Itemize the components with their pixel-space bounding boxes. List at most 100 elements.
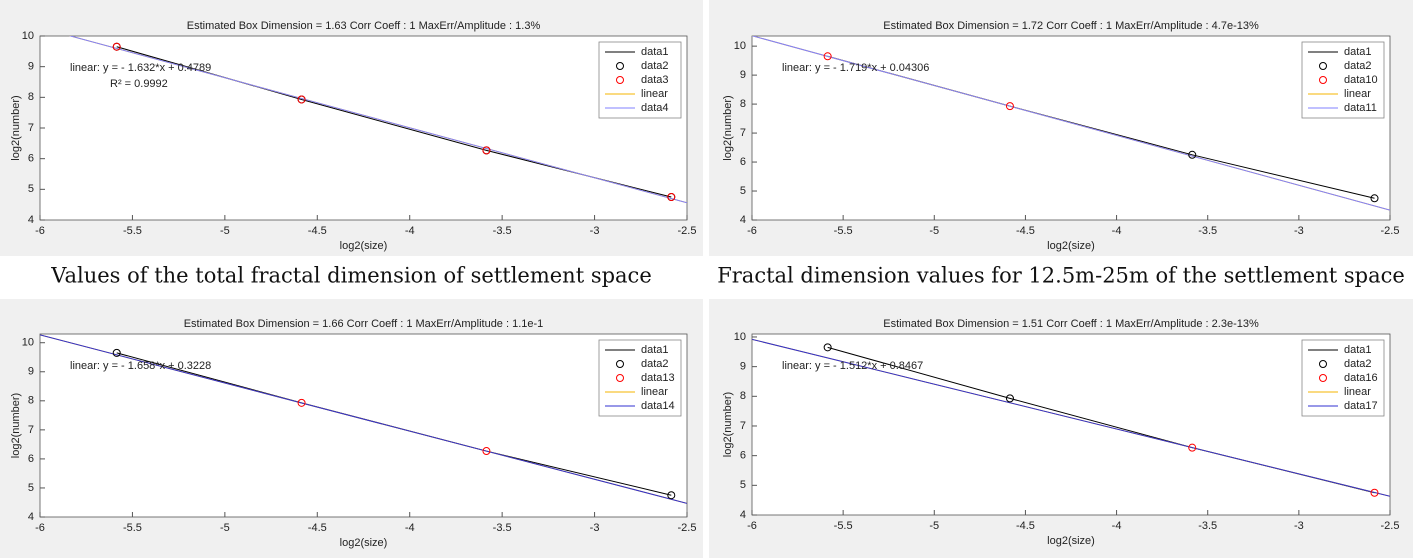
y-tick-label: 6 [28,153,34,165]
legend-label: data11 [1344,102,1377,114]
data-point [1188,150,1197,159]
plot-area [39,333,688,518]
legend-label: data1 [641,46,669,58]
series-line [752,338,1390,497]
legend-label: data1 [641,344,669,356]
x-tick-label: -3.5 [1198,520,1217,532]
x-tick-label: -2.5 [678,522,697,534]
legend-label: data10 [1344,74,1378,86]
x-tick-label: -5.5 [834,225,853,237]
annotation: linear: y = - 1.512*x + 0.8467 [782,360,923,372]
legend-label: data2 [1344,60,1372,72]
x-tick-label: -2.5 [678,225,697,237]
y-axis-label: log2(number) [722,95,734,160]
y-tick-label: 9 [740,361,746,373]
legend-swatch [616,62,624,70]
legend-label: data3 [641,74,669,86]
y-tick-label: 10 [734,40,746,52]
data-point [482,447,491,456]
legend-swatch [1319,76,1327,84]
x-tick-label: -3 [1294,520,1304,532]
y-tick-label: 5 [28,183,34,195]
data-point [667,193,676,201]
legend-label: linear [1344,386,1371,398]
legend-label: data2 [641,358,669,370]
annotation: linear: y = - 1.632*x + 0.4789 [70,62,211,74]
y-tick-label: 6 [740,156,746,168]
caption: Values of the total fractal dimension of… [50,264,652,288]
data-point [1005,102,1014,111]
x-tick-label: -5.5 [123,522,142,534]
legend-label: data2 [641,60,669,72]
chart-title: Estimated Box Dimension = 1.66 Corr Coef… [184,318,544,330]
annotation: linear: y = - 1.719*x + 0.04306 [782,62,929,74]
plot-marks [752,36,1390,211]
data-point [482,146,491,155]
x-tick-label: -6 [747,225,757,237]
legend-label: data14 [641,400,675,412]
y-tick-label: 4 [740,509,746,521]
y-tick-label: 10 [734,331,746,343]
y-axis-label: log2(number) [10,95,22,160]
legend-swatch [1319,62,1327,70]
data-point [1370,488,1379,497]
legend-label: linear [641,386,668,398]
x-tick-label: -6 [747,520,757,532]
x-axis-label: log2(size) [340,537,388,549]
y-tick-label: 9 [740,69,746,81]
x-tick-label: -4.5 [1016,520,1035,532]
x-tick-label: -3.5 [493,522,512,534]
x-tick-label: -3 [1294,225,1304,237]
plot-marks [68,36,687,204]
y-tick-label: 9 [28,61,34,73]
x-axis-label: log2(size) [1047,240,1095,252]
y-tick-label: 5 [740,185,746,197]
plot-marks [40,334,687,504]
y-tick-label: 10 [22,30,34,42]
chart-title: Estimated Box Dimension = 1.72 Corr Coef… [883,20,1259,32]
legend-swatch [616,374,624,382]
legend-label: data16 [1344,372,1378,384]
x-tick-label: -2.5 [1381,520,1400,532]
x-axis-label: log2(size) [1047,535,1095,547]
y-tick-label: 8 [28,91,34,103]
y-tick-label: 5 [28,482,34,494]
x-tick-label: -4.5 [1016,225,1035,237]
chart-title: Estimated Box Dimension = 1.63 Corr Coef… [187,20,541,32]
x-tick-label: -6 [35,522,45,534]
x-tick-label: -3 [590,225,600,237]
legend-label: data17 [1344,400,1378,412]
series-line [40,334,687,504]
y-axis-label: log2(number) [10,393,22,458]
data-point [667,491,676,500]
legend-swatch [616,76,624,84]
data-point [1370,194,1379,203]
legend-box [598,339,682,417]
plot-marks [752,338,1390,497]
x-tick-label: -4 [405,522,415,534]
series-line [752,36,1390,211]
y-tick-label: 6 [28,453,34,465]
x-tick-label: -4 [1112,520,1122,532]
y-tick-label: 7 [740,127,746,139]
plot-area [751,333,1391,516]
x-tick-label: -4 [405,225,415,237]
y-axis-label: log2(number) [722,392,734,457]
x-tick-label: -5 [220,522,230,534]
annotation: R² = 0.9992 [110,78,168,90]
data-point [297,398,306,407]
y-tick-label: 7 [740,420,746,432]
y-tick-label: 4 [28,214,34,226]
y-tick-label: 6 [740,450,746,462]
y-tick-label: 8 [740,98,746,110]
data-point [112,42,121,51]
legend-label: data2 [1344,358,1372,370]
caption: Fractal dimension values for 12.5m-25m o… [717,264,1405,288]
plot-area [39,35,688,221]
legend-label: data1 [1344,46,1372,58]
x-tick-label: -5.5 [123,225,142,237]
y-tick-label: 4 [28,511,34,523]
y-tick-label: 7 [28,424,34,436]
